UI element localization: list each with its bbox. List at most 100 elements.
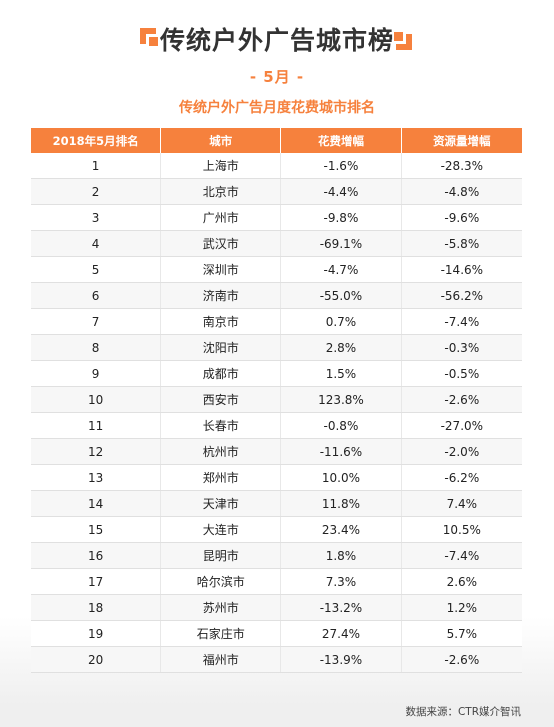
cell-rank: 14 <box>31 490 162 517</box>
table-row: 20 福州市 -13.9% -2.6% <box>31 646 522 673</box>
cell-city: 天津市 <box>160 490 282 517</box>
cell-resource-growth: -0.3% <box>401 334 522 361</box>
cell-city: 郑州市 <box>160 464 282 491</box>
cell-resource-growth: 5.7% <box>401 620 522 647</box>
table-row: 1 上海市 -1.6% -28.3% <box>31 153 522 179</box>
cell-city: 哈尔滨市 <box>160 568 282 595</box>
left-bracket-decoration <box>140 28 162 50</box>
header-resource-growth: 资源量增幅 <box>401 128 522 153</box>
cell-rank: 1 <box>31 153 162 179</box>
cell-spend-growth: 11.8% <box>280 490 402 517</box>
table-row: 9 成都市 1.5% -0.5% <box>31 360 522 387</box>
cell-city: 苏州市 <box>160 594 282 621</box>
cell-city: 石家庄市 <box>160 620 282 647</box>
right-bracket-decoration <box>390 28 412 50</box>
table-row: 3 广州市 -9.8% -9.6% <box>31 204 522 231</box>
cell-resource-growth: -6.2% <box>401 464 522 491</box>
table-subtitle: 传统户外广告月度花费城市排名 <box>179 100 375 116</box>
cell-resource-growth: -5.8% <box>401 230 522 257</box>
cell-city: 沈阳市 <box>160 334 282 361</box>
cell-rank: 16 <box>31 542 162 569</box>
source-note: 数据来源：CTR媒介智讯 <box>405 706 521 718</box>
cell-spend-growth: -4.4% <box>280 178 402 205</box>
cell-rank: 19 <box>31 620 162 647</box>
cell-spend-growth: -55.0% <box>280 282 402 309</box>
cell-spend-growth: 7.3% <box>280 568 402 595</box>
table-row: 4 武汉市 -69.1% -5.8% <box>31 230 522 257</box>
cell-spend-growth: 1.5% <box>280 360 402 387</box>
cell-resource-growth: -27.0% <box>401 412 522 439</box>
table-header-row: 2018年5月排名 城市 花费增幅 资源量增幅 <box>31 128 522 153</box>
cell-resource-growth: 7.4% <box>401 490 522 517</box>
cell-resource-growth: -2.6% <box>401 646 522 673</box>
ranking-table: 2018年5月排名 城市 花费增幅 资源量增幅 1 上海市 -1.6% -28.3% 2… <box>31 128 522 673</box>
cell-city: 北京市 <box>160 178 282 205</box>
cell-resource-growth: -0.5% <box>401 360 522 387</box>
cell-city: 上海市 <box>160 153 282 179</box>
cell-resource-growth: -9.6% <box>401 204 522 231</box>
cell-rank: 10 <box>31 386 162 413</box>
table-row: 12 杭州市 -11.6% -2.0% <box>31 438 522 465</box>
cell-resource-growth: -7.4% <box>401 542 522 569</box>
cell-resource-growth: 2.6% <box>401 568 522 595</box>
cell-rank: 18 <box>31 594 162 621</box>
cell-resource-growth: -7.4% <box>401 308 522 335</box>
table-row: 16 昆明市 1.8% -7.4% <box>31 542 522 569</box>
table-row: 15 大连市 23.4% 10.5% <box>31 516 522 543</box>
table-row: 18 苏州市 -13.2% 1.2% <box>31 594 522 621</box>
cell-spend-growth: -13.2% <box>280 594 402 621</box>
cell-spend-growth: -9.8% <box>280 204 402 231</box>
cell-resource-growth: -56.2% <box>401 282 522 309</box>
cell-rank: 15 <box>31 516 162 543</box>
cell-city: 武汉市 <box>160 230 282 257</box>
cell-city: 长春市 <box>160 412 282 439</box>
cell-rank: 2 <box>31 178 162 205</box>
cell-spend-growth: -0.8% <box>280 412 402 439</box>
cell-resource-growth: -4.8% <box>401 178 522 205</box>
cell-city: 大连市 <box>160 516 282 543</box>
cell-city: 成都市 <box>160 360 282 387</box>
cell-resource-growth: -2.0% <box>401 438 522 465</box>
cell-rank: 13 <box>31 464 162 491</box>
table-row: 11 长春市 -0.8% -27.0% <box>31 412 522 439</box>
cell-spend-growth: -11.6% <box>280 438 402 465</box>
cell-rank: 12 <box>31 438 162 465</box>
cell-city: 昆明市 <box>160 542 282 569</box>
cell-resource-growth: 10.5% <box>401 516 522 543</box>
cell-resource-growth: 1.2% <box>401 594 522 621</box>
table-row: 6 济南市 -55.0% -56.2% <box>31 282 522 309</box>
cell-rank: 20 <box>31 646 162 673</box>
cell-spend-growth: 0.7% <box>280 308 402 335</box>
table-row: 8 沈阳市 2.8% -0.3% <box>31 334 522 361</box>
cell-rank: 5 <box>31 256 162 283</box>
table-row: 7 南京市 0.7% -7.4% <box>31 308 522 335</box>
month-label: - 5月 - <box>249 68 305 86</box>
cell-spend-growth: 23.4% <box>280 516 402 543</box>
page-title: 传统户外广告城市榜 <box>159 26 394 55</box>
cell-city: 杭州市 <box>160 438 282 465</box>
header-rank: 2018年5月排名 <box>31 128 162 153</box>
cell-spend-growth: -4.7% <box>280 256 402 283</box>
cell-rank: 11 <box>31 412 162 439</box>
header: 传统户外广告城市榜 <box>0 24 554 60</box>
cell-rank: 4 <box>31 230 162 257</box>
cell-spend-growth: 2.8% <box>280 334 402 361</box>
cell-spend-growth: -1.6% <box>280 153 402 179</box>
table-row: 19 石家庄市 27.4% 5.7% <box>31 620 522 647</box>
cell-rank: 3 <box>31 204 162 231</box>
cell-rank: 7 <box>31 308 162 335</box>
cell-rank: 17 <box>31 568 162 595</box>
cell-city: 福州市 <box>160 646 282 673</box>
table-row: 17 哈尔滨市 7.3% 2.6% <box>31 568 522 595</box>
cell-resource-growth: -14.6% <box>401 256 522 283</box>
cell-rank: 8 <box>31 334 162 361</box>
table-row: 13 郑州市 10.0% -6.2% <box>31 464 522 491</box>
cell-spend-growth: -13.9% <box>280 646 402 673</box>
header-city: 城市 <box>160 128 282 153</box>
cell-city: 广州市 <box>160 204 282 231</box>
table-body: 1 上海市 -1.6% -28.3% 2 北京市 -4.4% -4.8% 3 广州市 -9.8% -9… <box>31 153 522 673</box>
table-row: 14 天津市 11.8% 7.4% <box>31 490 522 517</box>
cell-spend-growth: 123.8% <box>280 386 402 413</box>
cell-spend-growth: 27.4% <box>280 620 402 647</box>
cell-city: 南京市 <box>160 308 282 335</box>
